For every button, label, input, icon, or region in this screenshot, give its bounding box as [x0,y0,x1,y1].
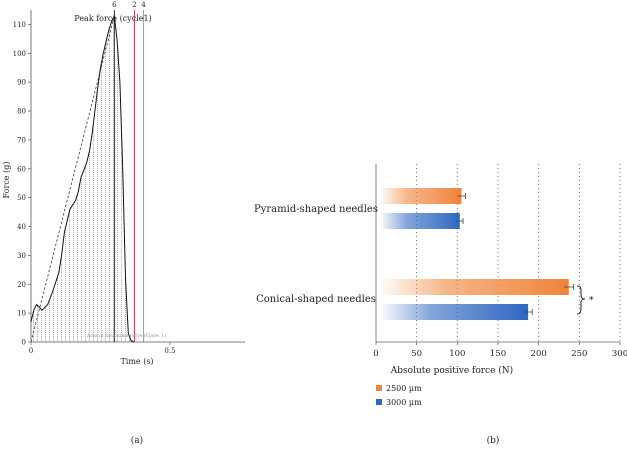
panel-a-y-tick-label: 90 [17,79,26,87]
panel-a-marker-label: 6 [112,1,117,9]
panel-a-x-tick-label: 0.5 [164,347,175,355]
panel-b-x-tick-label: 0 [373,349,378,359]
panel-a-hatched-area [31,15,134,343]
bar-pyramid-3000 [379,213,460,229]
panel-a-y-tick-label: 60 [17,165,26,173]
panel-a-x-ticks: 0 0.5 [29,342,176,355]
legend-swatch-2500 [376,385,382,391]
panel-b-x-tick-label: 50 [411,349,422,359]
panel-a-y-tick-label: 100 [13,50,26,58]
panel-a-y-tick-label: 10 [17,310,26,318]
legend: 2500 μm 3000 μm [376,384,422,407]
legend-label-2500: 2500 μm [386,384,422,393]
panel-b-x-tick-label: 300 [612,349,627,359]
panel-a-title: Peak force (cycle1) [74,14,151,23]
bar-conical-2500 [379,279,569,295]
panel-a-y-label: Force (g) [2,162,11,199]
significance-bracket [576,285,586,315]
panel-a-y-tick-label: 20 [17,281,26,289]
panel-a-annotation: Area of force-time curve (Cycle: 1) [86,332,166,339]
bar-pyramid-2500 [379,188,462,204]
category-label-pyramid: Pyramid-shaped needles [254,204,378,215]
legend-swatch-3000 [376,399,382,405]
panel-b-x-tick-label: 200 [531,349,547,359]
panel-b-x-tick-label: 250 [571,349,587,359]
panel-a-label: (a) [131,435,143,446]
panel-a-y-tick-label: 30 [17,252,26,260]
panel-a-y-tick-label: 80 [17,108,26,116]
panel-a-y-tick-label: 0 [22,339,26,347]
panel-b-label: (b) [487,435,500,446]
panel-b-bars [379,188,575,320]
panel-a-y-tick-label: 110 [13,21,26,29]
panel-a-marker-label: 2 [132,1,136,9]
panel-a-x-label: Time (s) [120,357,153,366]
panel-b-x-label: Absolute positive force (N) [390,365,513,376]
panel-a-force-curve [30,14,135,343]
panel-b-x-tick-label: 100 [449,349,465,359]
legend-label-3000: 3000 μm [386,398,422,407]
category-label-conical: Conical-shaped needles [256,294,376,305]
panel-b-x-tick-label: 150 [490,349,506,359]
panel-a-x-tick-label: 0 [29,347,33,355]
panel-b-chart: 0 50 100 150 200 250 300 Pyramid-shaped needle… [254,164,627,376]
panel-a-y-ticks: 0 10 20 30 40 50 60 70 80 90 100 110 [13,21,31,347]
panel-b-x-ticks: 0 50 100 150 200 250 300 [373,342,627,359]
panel-a-y-tick-label: 70 [17,136,26,144]
significance-marker: * [589,296,594,306]
bar-conical-3000 [379,304,529,320]
panel-a-y-tick-label: 40 [17,223,26,231]
panel-a-y-tick-label: 50 [17,194,26,202]
panel-a-marker-label: 4 [141,1,146,9]
